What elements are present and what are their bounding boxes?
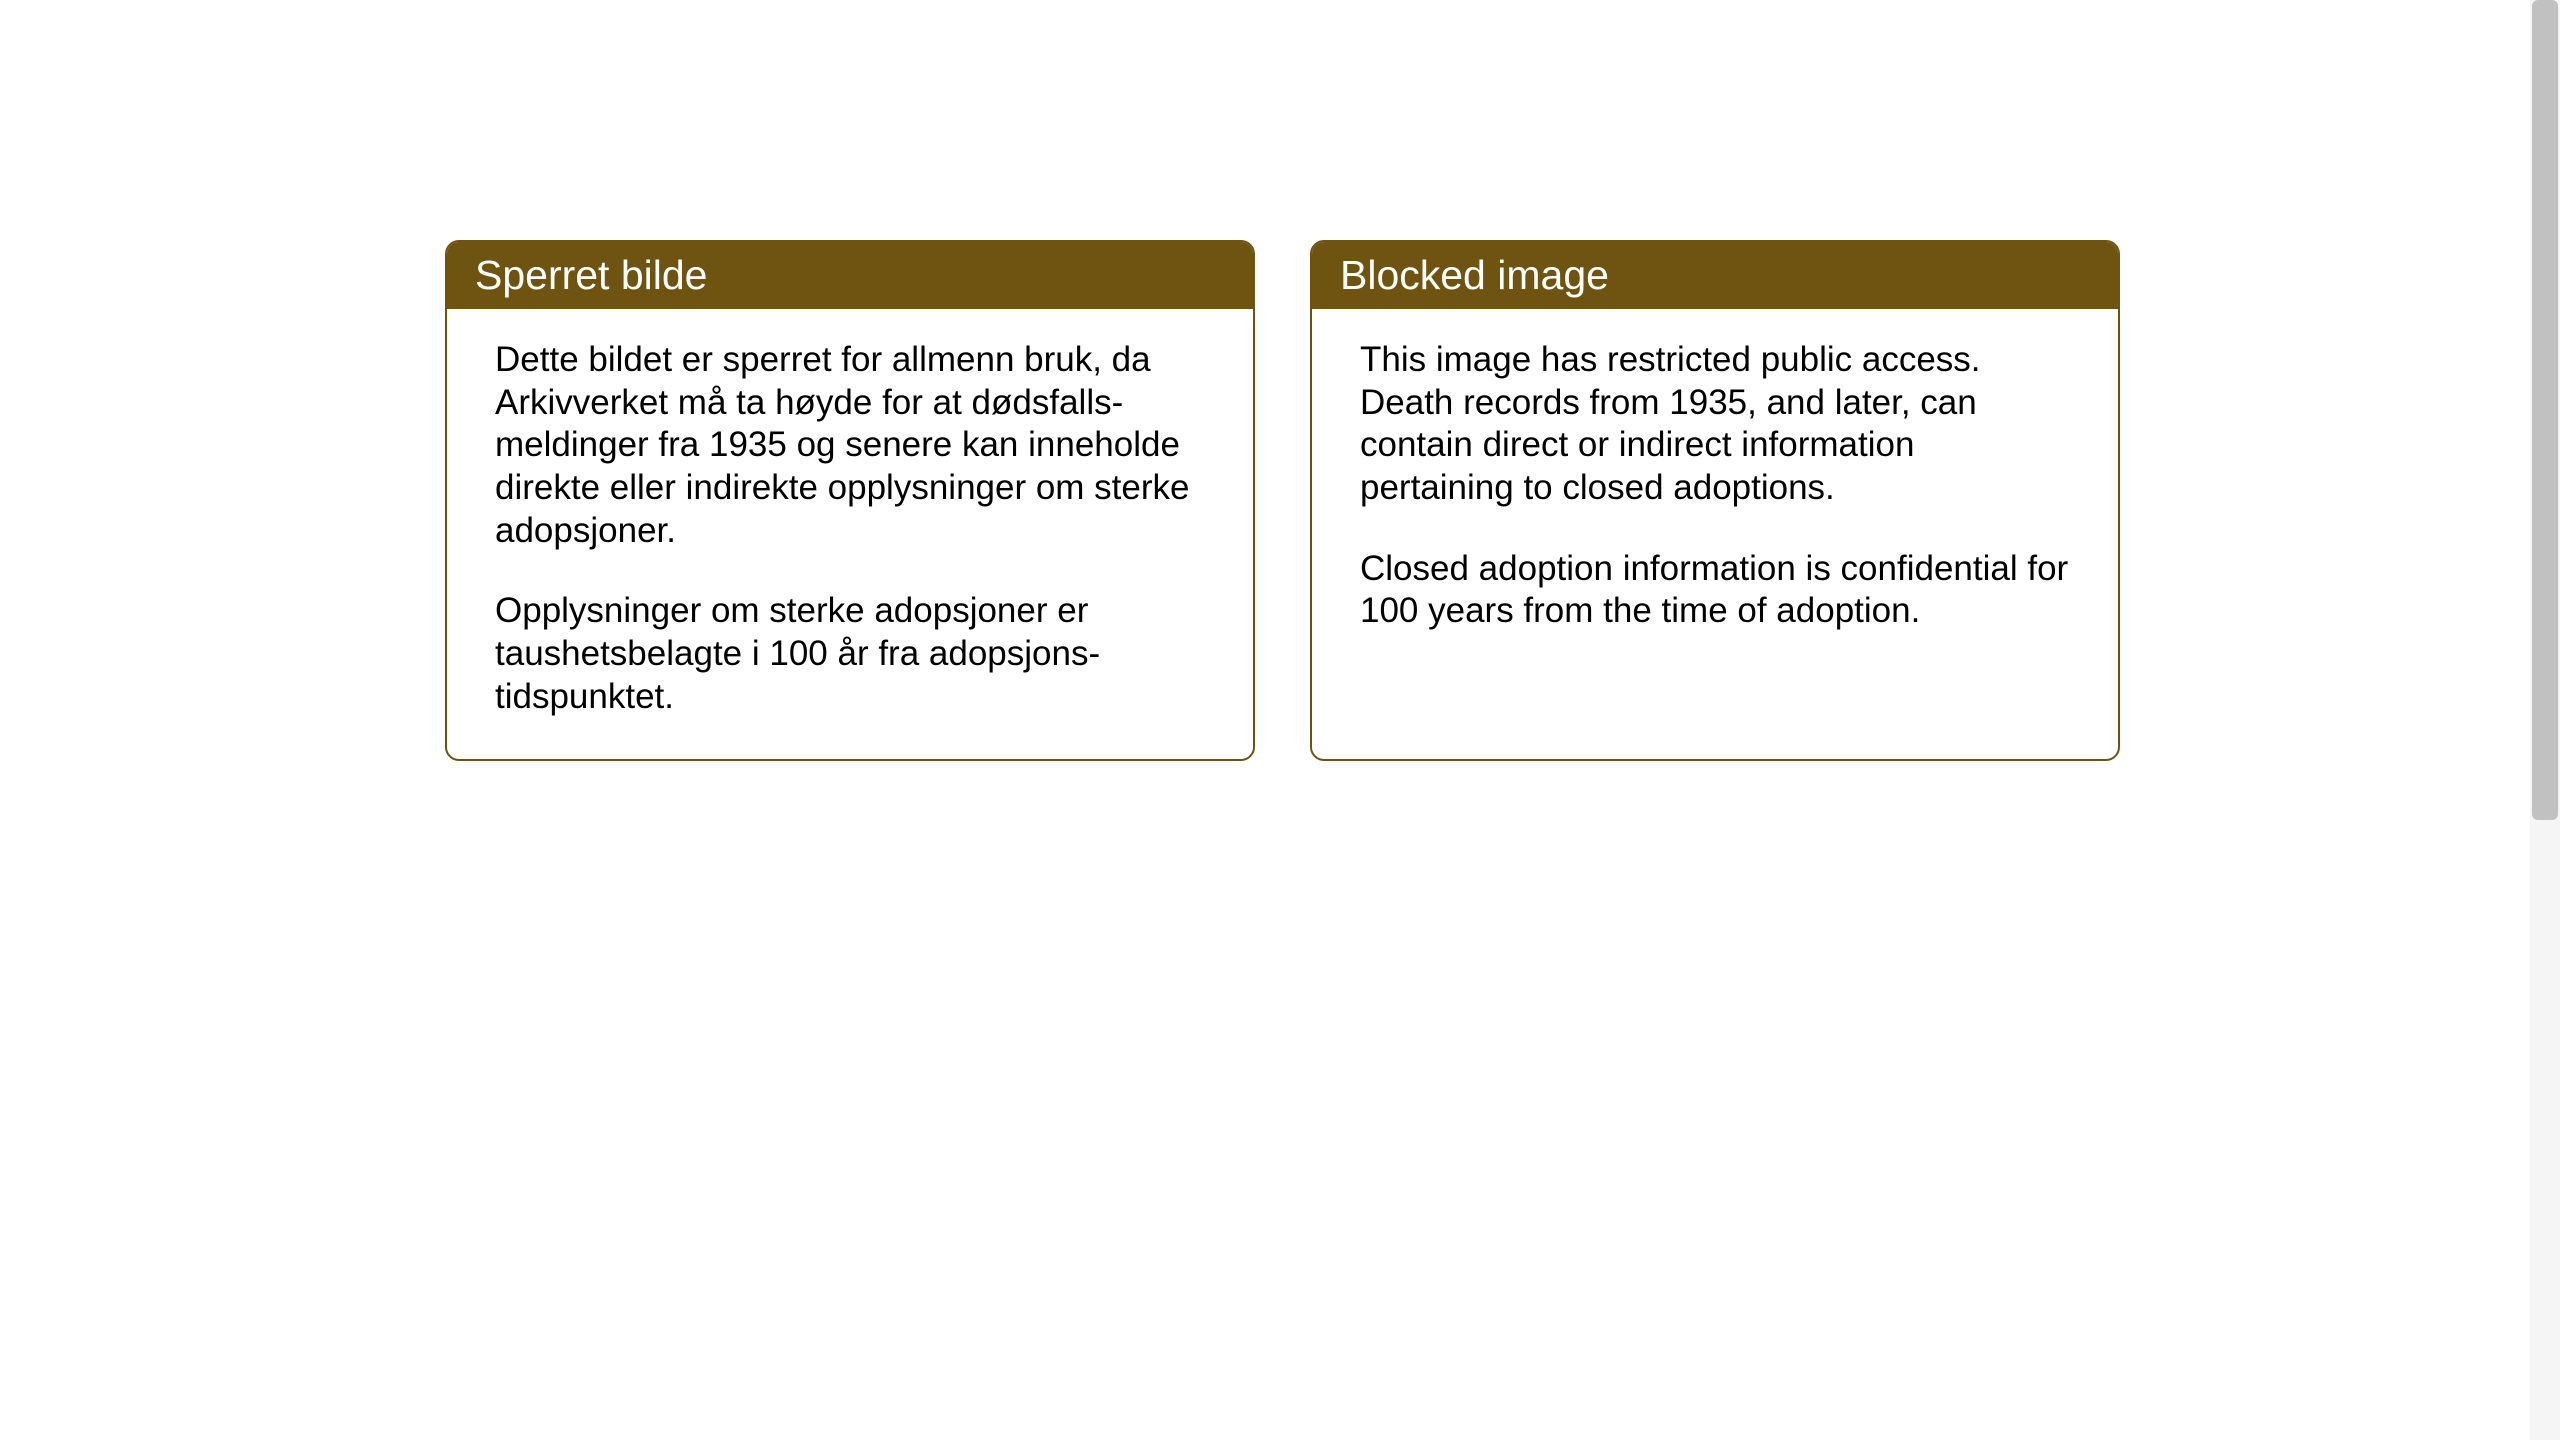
notice-paragraph: This image has restricted public access.… — [1360, 339, 2070, 510]
notice-cards-container: Sperret bilde Dette bildet er sperret fo… — [445, 240, 2120, 761]
notice-paragraph: Closed adoption information is confident… — [1360, 548, 2070, 633]
scrollbar-thumb[interactable] — [2532, 0, 2558, 820]
notice-paragraph: Opplysninger om sterke adopsjoner er tau… — [495, 590, 1205, 718]
card-body-english: This image has restricted public access.… — [1312, 309, 2118, 759]
card-body-norwegian: Dette bildet er sperret for allmenn bruk… — [447, 309, 1253, 759]
card-header-norwegian: Sperret bilde — [447, 242, 1253, 309]
scrollbar-track[interactable] — [2530, 0, 2560, 1440]
notice-paragraph: Dette bildet er sperret for allmenn bruk… — [495, 339, 1205, 552]
notice-card-english: Blocked image This image has restricted … — [1310, 240, 2120, 761]
notice-card-norwegian: Sperret bilde Dette bildet er sperret fo… — [445, 240, 1255, 761]
card-header-english: Blocked image — [1312, 242, 2118, 309]
